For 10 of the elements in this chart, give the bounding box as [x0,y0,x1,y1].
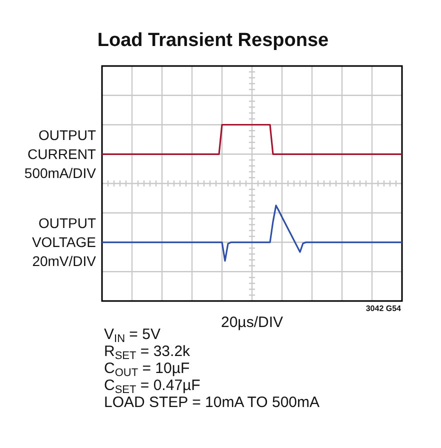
text: LOAD STEP = 10mA TO 500mA [104,394,320,411]
x-axis-title: 20µs/DIV [221,314,283,331]
text: V$_{IN}$ = 5V [104,326,160,345]
text: 3042 G54 [366,304,401,313]
text: R$_{SET}$ = 33.2k [104,343,192,362]
text: C$_{SET}$ = 0.47µF [104,377,202,396]
text: C$_{OUT}$ = 10µF [104,360,191,379]
series-label: OUTPUT CURRENT 500mA/DIV [23,126,96,183]
chart-title: Load Transient Response [96,30,330,52]
series-label: OUTPUT VOLTAGE 20mV/DIV [30,214,96,271]
